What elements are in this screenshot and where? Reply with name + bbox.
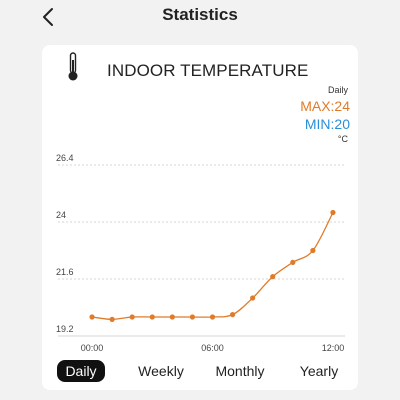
thermometer-icon (68, 52, 78, 81)
tab-monthly[interactable]: Monthly (215, 363, 265, 379)
back-button[interactable] (36, 4, 60, 30)
min-value: MIN:20 (304, 116, 350, 132)
unit-label: °C (337, 134, 348, 144)
card-title: INDOOR TEMPERATURE (107, 61, 309, 80)
page-title: Statistics (162, 5, 238, 24)
tab-yearly[interactable]: Yearly (299, 363, 339, 379)
temperature-card (42, 45, 358, 390)
max-value: MAX:24 (300, 98, 350, 114)
tab-weekly[interactable]: Weekly (138, 363, 184, 379)
chevron-left-icon (43, 8, 53, 26)
tab-daily[interactable]: Daily (57, 360, 105, 382)
period-tabs: Daily Weekly Monthly Yearly (55, 360, 355, 384)
top-bar: Statistics (0, 0, 400, 36)
period-label: Daily (327, 85, 348, 95)
